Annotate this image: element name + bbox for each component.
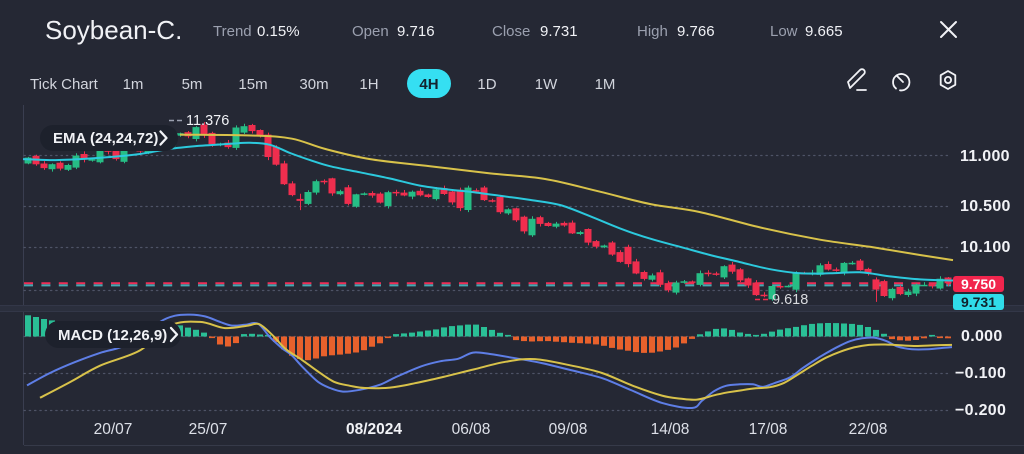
svg-text:1m: 1m	[123, 76, 144, 93]
svg-text:9.665: 9.665	[805, 23, 843, 40]
svg-text:22/08: 22/08	[849, 421, 888, 438]
svg-text:Open: Open	[352, 23, 389, 40]
svg-text:−0.100: −0.100	[955, 365, 1006, 382]
svg-text:EMA (24,24,72): EMA (24,24,72)	[53, 130, 158, 147]
svg-text:1M: 1M	[595, 76, 616, 93]
svg-text:Soybean-C.: Soybean-C.	[45, 15, 182, 45]
svg-text:High: High	[637, 23, 668, 40]
svg-text:1W: 1W	[535, 76, 558, 93]
svg-text:9.716: 9.716	[397, 23, 435, 40]
svg-text:−0.200: −0.200	[955, 402, 1006, 419]
svg-text:30m: 30m	[299, 76, 328, 93]
svg-text:4H: 4H	[419, 76, 438, 93]
svg-text:9.731: 9.731	[540, 23, 578, 40]
svg-text:5m: 5m	[182, 76, 203, 93]
svg-text:11.376: 11.376	[186, 113, 229, 129]
svg-text:10.500: 10.500	[960, 198, 1011, 215]
svg-text:20/07: 20/07	[94, 421, 133, 438]
svg-text:08/2024: 08/2024	[346, 421, 402, 438]
svg-text:1H: 1H	[359, 76, 378, 93]
svg-text:06/08: 06/08	[452, 421, 491, 438]
svg-text:9.750: 9.750	[961, 276, 996, 292]
svg-text:Tick Chart: Tick Chart	[30, 76, 99, 93]
svg-text:Close: Close	[492, 23, 530, 40]
svg-text:9.731: 9.731	[961, 294, 996, 310]
svg-text:9.618: 9.618	[772, 292, 808, 308]
svg-text:10.100: 10.100	[960, 239, 1011, 256]
svg-text:0.15%: 0.15%	[257, 23, 300, 40]
svg-text:1D: 1D	[477, 76, 496, 93]
svg-text:Low: Low	[770, 23, 798, 40]
svg-text:9.766: 9.766	[677, 23, 715, 40]
svg-text:11.000: 11.000	[960, 148, 1010, 165]
svg-text:Trend: Trend	[213, 23, 252, 40]
svg-text:0.000: 0.000	[961, 328, 1003, 345]
svg-text:25/07: 25/07	[189, 421, 228, 438]
svg-text:09/08: 09/08	[549, 421, 588, 438]
svg-text:15m: 15m	[238, 76, 267, 93]
svg-text:MACD (12,26,9): MACD (12,26,9)	[58, 327, 167, 344]
svg-text:14/08: 14/08	[651, 421, 690, 438]
svg-text:17/08: 17/08	[749, 421, 788, 438]
